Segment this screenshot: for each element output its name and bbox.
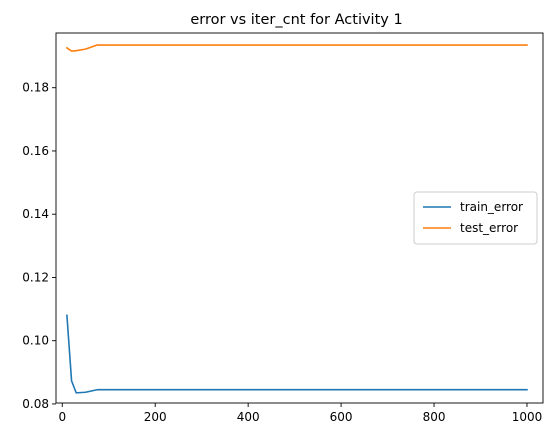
x-tick-label: 600 bbox=[330, 410, 353, 424]
x-axis: 0 200 400 600 800 1000 bbox=[58, 403, 542, 424]
x-tick-label: 400 bbox=[237, 410, 260, 424]
y-tick-label: 0.08 bbox=[22, 397, 49, 411]
legend-label: train_error bbox=[460, 200, 523, 214]
x-tick-label: 0 bbox=[58, 410, 66, 424]
y-tick-label: 0.14 bbox=[22, 207, 49, 221]
y-tick-label: 0.16 bbox=[22, 144, 49, 158]
y-tick-label: 0.18 bbox=[22, 81, 49, 95]
chart-title: error vs iter_cnt for Activity 1 bbox=[190, 12, 402, 28]
legend: train_error test_error bbox=[414, 192, 537, 244]
x-tick-label: 800 bbox=[423, 410, 446, 424]
y-tick-label: 0.12 bbox=[22, 270, 49, 284]
x-tick-label: 200 bbox=[144, 410, 167, 424]
x-tick-label: 1000 bbox=[512, 410, 543, 424]
legend-label: test_error bbox=[460, 221, 518, 235]
y-tick-label: 0.10 bbox=[22, 334, 49, 348]
y-axis: 0.08 0.10 0.12 0.14 0.16 0.18 bbox=[22, 81, 56, 411]
